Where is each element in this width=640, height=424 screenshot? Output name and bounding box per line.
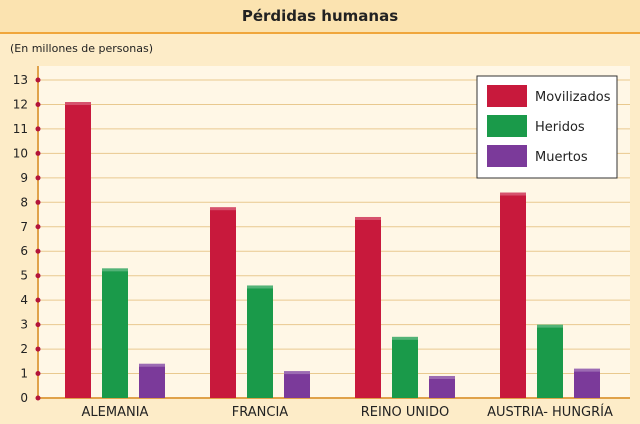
y-tick-dot	[35, 346, 41, 352]
unit-label: (En millones de personas)	[10, 42, 154, 55]
legend-swatch	[487, 115, 527, 137]
legend-swatch	[487, 85, 527, 107]
bar-highlight	[355, 216, 381, 220]
bar	[65, 102, 91, 398]
y-tick-label: 12	[13, 97, 28, 111]
y-tick-label: 2	[20, 342, 28, 356]
y-tick-label: 0	[20, 391, 28, 405]
y-tick-dot	[35, 273, 41, 279]
y-tick-label: 4	[20, 293, 28, 307]
legend-swatch	[487, 145, 527, 167]
bar	[574, 368, 600, 398]
chart-title: Pérdidas humanas	[241, 7, 399, 25]
bar	[429, 375, 455, 398]
y-tick-label: 5	[20, 269, 28, 283]
bar-highlight	[392, 336, 418, 340]
y-tick-label: 1	[20, 367, 28, 381]
y-tick-dot	[35, 248, 41, 254]
bar-highlight	[537, 324, 563, 328]
bar	[284, 371, 310, 398]
y-tick-label: 11	[13, 122, 28, 136]
y-tick-dot	[35, 395, 41, 401]
bar	[247, 285, 273, 398]
y-tick-dot	[35, 371, 41, 377]
y-tick-label: 7	[20, 220, 28, 234]
y-tick-dot	[35, 199, 41, 205]
bar	[139, 363, 165, 398]
bar	[392, 336, 418, 398]
y-tick-label: 10	[13, 146, 28, 160]
y-tick-label: 8	[20, 195, 28, 209]
bar-highlight	[102, 268, 128, 272]
y-tick-dot	[35, 77, 41, 83]
title-bar: Pérdidas humanas	[0, 0, 640, 34]
x-tick-label: AUSTRIA- HUNGRÍA	[487, 404, 613, 420]
x-tick-label: ALEMANIA	[82, 405, 149, 420]
legend-label: Movilizados	[535, 90, 611, 105]
bar	[210, 207, 236, 398]
y-tick-label: 6	[20, 244, 28, 258]
y-tick-label: 3	[20, 318, 28, 332]
bar-highlight	[139, 363, 165, 367]
y-tick-dot	[35, 126, 41, 132]
legend-label: Heridos	[535, 120, 585, 135]
x-tick-label: REINO UNIDO	[361, 405, 450, 420]
y-tick-dot	[35, 150, 41, 156]
y-tick-dot	[35, 297, 41, 303]
bar-highlight	[429, 375, 455, 379]
bar	[102, 268, 128, 398]
bar	[500, 192, 526, 398]
bar-highlight	[500, 192, 526, 196]
y-tick-dot	[35, 101, 41, 107]
bar-highlight	[65, 102, 91, 106]
y-tick-label: 9	[20, 171, 28, 185]
y-tick-dot	[35, 175, 41, 181]
y-tick-dot	[35, 224, 41, 230]
bar	[537, 324, 563, 398]
y-tick-label: 13	[13, 73, 28, 87]
y-tick-dot	[35, 322, 41, 328]
bar	[355, 216, 381, 398]
x-tick-label: FRANCIA	[232, 405, 289, 420]
bar-highlight	[574, 368, 600, 372]
bar-highlight	[284, 371, 310, 375]
bar-highlight	[247, 285, 273, 289]
legend-label: Muertos	[535, 150, 588, 165]
bar-highlight	[210, 207, 236, 211]
